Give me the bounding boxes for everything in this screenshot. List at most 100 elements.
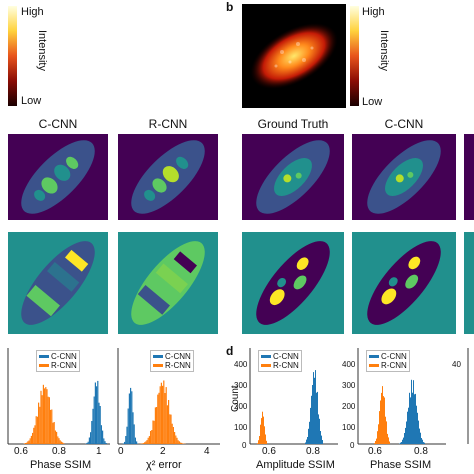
histogram-bar [28,440,30,444]
histogram-bar [128,393,130,444]
histogram-bar [88,437,90,444]
histogram-bar [180,442,182,444]
histogram-bar [136,441,138,444]
hist3-legend-r-cnn: R-CNN [273,361,299,370]
hist3-tick-2: 0.8 [306,446,320,457]
histogram-bar [411,379,412,444]
histogram-bar [380,400,381,444]
hist2-tick-3: 4 [204,446,210,457]
histogram-bar [316,392,317,444]
histogram-bar [60,441,62,444]
histogram-bar [103,438,105,444]
diffraction-intensity-image [242,4,346,108]
histogram-chi2-error [117,348,220,445]
histogram-bar [321,435,322,444]
histogram-bar [144,442,146,444]
hist4-legend: C-CNN R-CNN [366,350,410,372]
histogram-bar [58,438,60,444]
histogram-bar [164,393,166,444]
histogram-bar [312,385,313,444]
hist3-ytick-200: 200 [234,402,248,411]
histogram-bar [158,392,160,444]
histogram-bar [401,442,402,444]
phase-image-r-cnn [118,232,218,334]
histogram-bar [130,387,132,444]
histogram-bar [124,441,126,444]
histogram-bar [148,436,150,444]
histogram-bar [175,435,177,444]
histogram-bar [261,418,262,444]
histogram-bar [317,391,318,444]
hist2-xlabel: χ² error [146,459,182,471]
histogram-bar [388,437,389,444]
histogram-bar [97,380,99,444]
histogram-bar [92,408,94,444]
histogram-bar [122,443,124,444]
hist4-ytick-400: 400 [342,360,356,369]
histogram-bar [131,391,133,444]
histogram-bar [408,407,409,444]
hist5-ytick-40: 40 [452,360,461,369]
colorbar-b [350,6,359,106]
histogram-bar [91,421,93,444]
histogram-bar [399,443,400,444]
hist3-ytick-100: 100 [234,423,248,432]
hist4-xlabel: Phase SSIM [370,459,432,471]
hist2-legend: C-CNN R-CNN [150,350,194,372]
histogram-bar [389,441,390,444]
title-c-cnn-left: C-CNN [38,117,78,131]
panel-d-letter: d [226,344,234,358]
histogram-bar [258,440,259,444]
histogram-bar [266,440,267,444]
colorbar-b-low: Low [362,96,383,108]
histogram-bar [182,443,184,444]
histogram-bar [125,436,127,444]
histogram-bar [39,406,41,444]
hist3-ytick-300: 300 [234,381,248,390]
histogram-bar [377,431,378,444]
histogram-bar [94,382,96,444]
histogram-bar [45,387,47,444]
amplitude-image-ground-truth [242,134,344,220]
histogram-bar [46,389,48,444]
hist1-legend: C-CNN R-CNN [36,350,80,372]
histogram-bar [147,437,149,444]
colorbar-a-high: High [21,6,44,18]
histogram-bar [33,427,35,444]
histogram-bar [414,394,415,444]
histogram-bar [170,414,172,444]
histogram-bar [163,380,165,444]
histogram-bar [104,441,106,444]
histogram-bar [310,407,311,444]
histogram-bar [174,432,176,444]
histogram-bar [400,442,401,444]
histogram-bar [51,409,53,444]
histogram-bar [168,400,170,444]
histogram-amplitude-ssim [249,348,338,445]
histogram-bar [90,432,92,444]
hist3-ytick-400: 400 [234,360,248,369]
histogram-bar [52,422,54,444]
histogram-bar [93,396,95,444]
histogram-bar [86,442,88,444]
histogram-bar [263,416,264,444]
panel-b-letter: b [226,0,234,14]
histogram-bar [32,432,34,444]
histogram-bar [309,421,310,444]
histogram-bar [38,402,40,444]
histogram-bar [418,420,419,444]
histogram-bar [376,438,377,444]
histogram-bar [305,442,306,444]
histogram-bar [26,442,28,444]
hist2-tick-2: 2 [160,446,166,457]
hist4-tick-1: 0.6 [368,446,382,457]
histogram-bar [126,426,128,444]
histogram-bar [30,435,32,444]
histogram-partial [467,348,469,444]
histogram-bar [56,431,58,444]
histogram-bar [375,441,376,444]
histogram-bar [406,421,407,444]
histogram-bar [318,414,319,444]
histogram-bar [320,431,321,444]
histogram-bar [53,422,55,444]
